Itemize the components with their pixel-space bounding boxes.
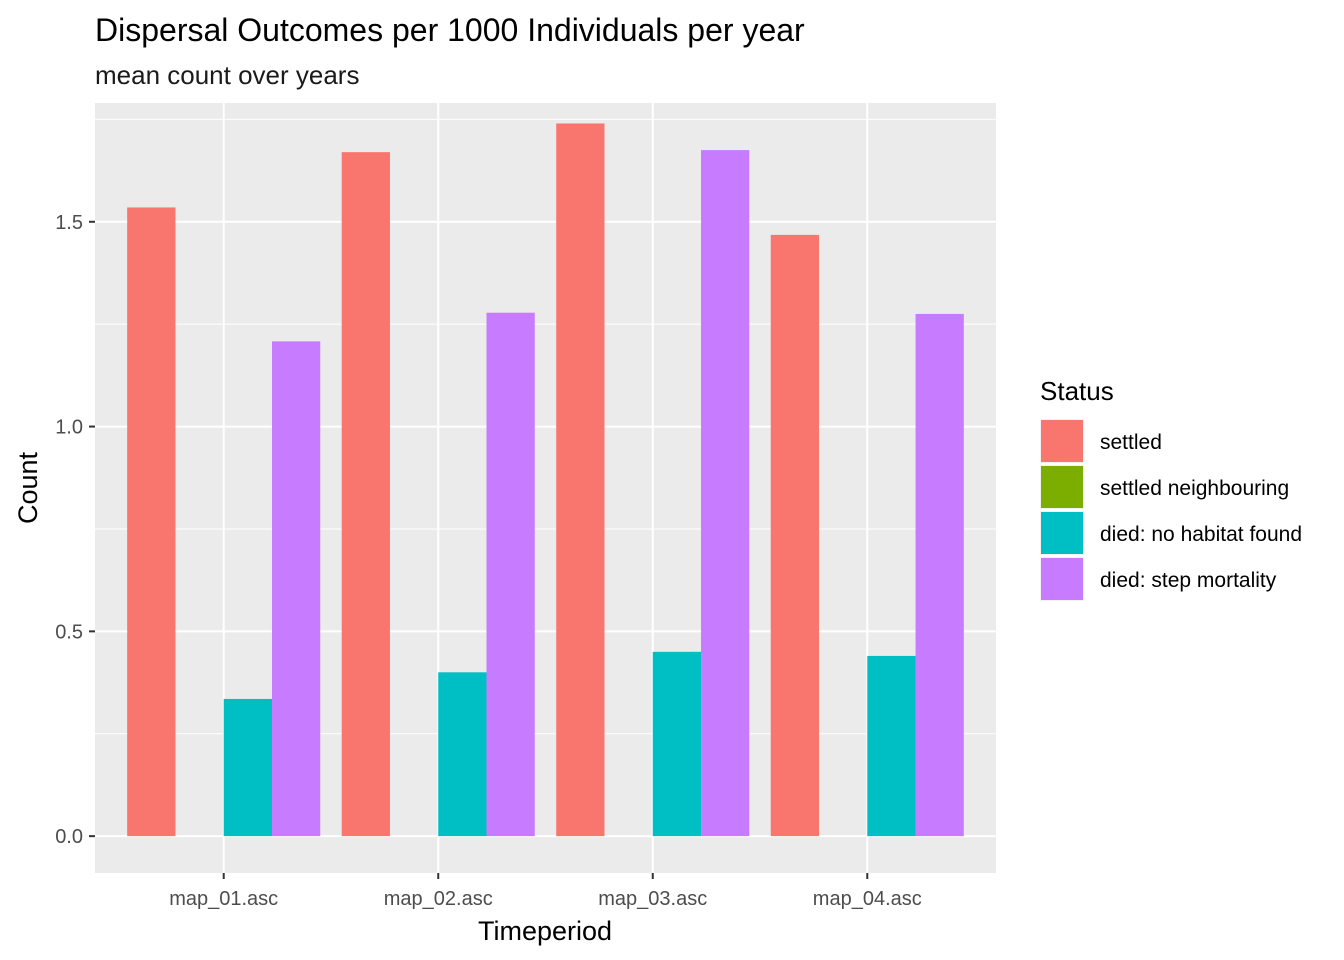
bar (341, 152, 390, 837)
bar (652, 651, 702, 837)
legend-label: settled neighbouring (1100, 477, 1289, 500)
bar (770, 234, 820, 837)
x-tick-label: map_03.asc (598, 888, 707, 910)
y-tick-label: 0.0 (55, 826, 83, 848)
x-axis: map_01.asc map_02.asc map_03.asc map_04.asc (169, 873, 922, 910)
legend-swatch (1041, 420, 1083, 462)
y-axis: 0.0 0.5 1.0 1.5 (55, 212, 95, 848)
y-tick-label: 1.0 (55, 417, 83, 439)
chart-title: Dispersal Outcomes per 1000 Individuals … (95, 12, 805, 48)
y-tick-label: 0.5 (55, 621, 83, 643)
legend-swatch (1041, 558, 1083, 600)
x-tick-label: map_02.asc (384, 888, 493, 910)
legend-swatch (1041, 466, 1083, 508)
x-tick-label: map_01.asc (169, 888, 278, 910)
bar (438, 672, 487, 837)
bar (223, 698, 272, 837)
x-tick-label: map_04.asc (813, 888, 922, 910)
legend-swatch (1041, 512, 1083, 554)
y-axis-title: Count (13, 451, 43, 524)
bar (271, 341, 321, 837)
legend-label: settled (1100, 431, 1162, 454)
legend-label: died: step mortality (1100, 569, 1277, 592)
bar (486, 312, 535, 837)
y-tick-label: 1.5 (55, 212, 83, 234)
bars (127, 123, 964, 837)
bar (127, 207, 176, 837)
bar (701, 150, 750, 837)
legend-label: died: no habitat found (1100, 523, 1302, 546)
bar (556, 123, 605, 837)
legend: Status settled settled neighbouring died: … (1040, 376, 1302, 601)
bar (915, 313, 964, 837)
legend-title: Status (1040, 376, 1114, 406)
bar (867, 655, 916, 837)
chart-subtitle: mean count over years (95, 60, 359, 90)
x-axis-title: Timeperiod (478, 916, 612, 946)
